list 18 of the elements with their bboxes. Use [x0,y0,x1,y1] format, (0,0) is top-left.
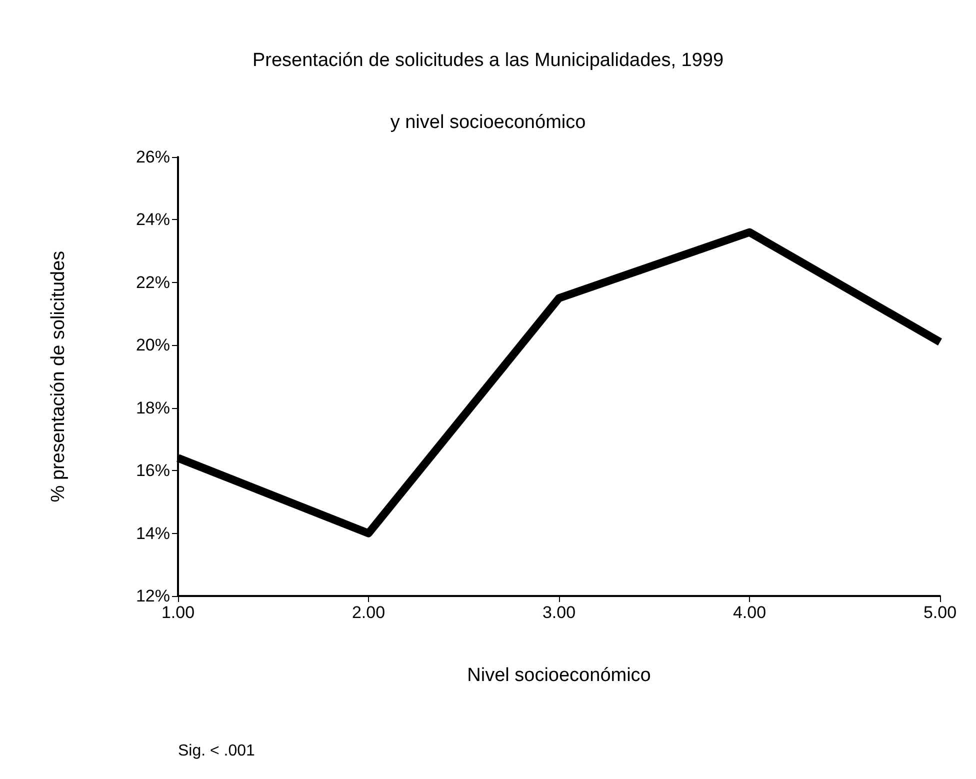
y-tick-label: 26% [136,148,170,166]
text: Sig. < .001 [178,742,256,760]
x-tick-label: 1.00 [161,603,195,622]
x-axis-title: Nivel socioeconómico [467,665,651,686]
y-tick-label: 16% [136,461,170,480]
x-tick-label: 3.00 [542,603,576,622]
y-tick-label: 14% [136,524,170,543]
y-tick-label: 18% [136,398,170,418]
x-tick-label: 2.00 [352,603,386,622]
y-tick-label: 20% [136,336,170,355]
x-tick-label: 5.00 [923,603,957,622]
y-tick-label: 12% [136,586,170,606]
y-tick-label: 22% [136,272,170,292]
x-tick-label: 4.00 [732,603,766,622]
y-axis-title: % presentación de solicitudes [48,250,69,502]
y-tick-label: 24% [136,210,170,230]
chart-title: Presentación de solicitudes a las Municipalidades, 1999 [252,50,724,71]
chart-subtitle: y nivel socioeconómico [390,112,586,133]
